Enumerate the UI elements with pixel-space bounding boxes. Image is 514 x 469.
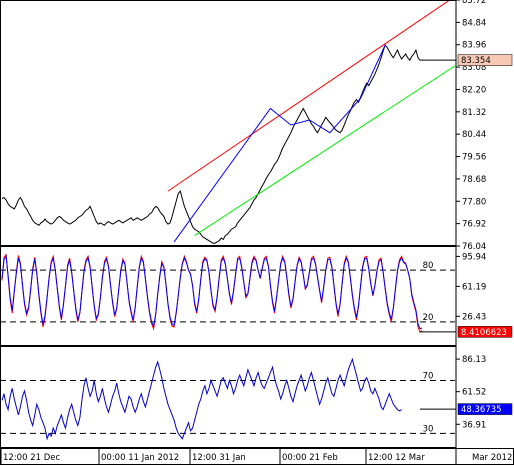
series-line-oscillator_2-0 <box>1 357 402 441</box>
panel-oscillator_1 <box>1 253 455 334</box>
last-value-badge <box>457 326 513 338</box>
x-tick-label: 12:00 31 Jan <box>192 453 246 463</box>
y-tick-label: 83.08 <box>462 63 486 73</box>
y-tick-label: 78.68 <box>462 175 486 185</box>
plots <box>1 1 456 441</box>
last-value-label: 83.354 <box>461 56 491 66</box>
level-label: 30 <box>423 424 434 434</box>
level-label: 80 <box>423 261 434 271</box>
x-tick-label: 00:00 11 Jan 2012 <box>101 453 179 463</box>
panel-frame-2 <box>0 246 457 346</box>
y-tick-label: 76.92 <box>462 220 486 230</box>
y-tick-label: 86.13 <box>462 355 486 365</box>
panel-frame-1 <box>0 0 457 246</box>
panel-price <box>1 1 455 244</box>
panel-frame-3 <box>0 346 457 448</box>
x-tick-label: 00:00 21 Feb <box>282 453 338 463</box>
series-line-oscillator_1-%D <box>1 254 423 330</box>
x-tick-label: 12:00 21 Dec <box>3 453 60 463</box>
y-tick-label: 84.84 <box>462 18 486 28</box>
x-corner-label: Mar 2012 <box>472 453 512 463</box>
last-value-badge <box>457 403 513 415</box>
y-tick-label: 61.19 <box>462 282 486 292</box>
y-tick-label: 82.20 <box>462 85 486 95</box>
zigzag-line <box>173 44 386 243</box>
series-line-price-0 <box>1 43 421 244</box>
y-tick-label: 26.43 <box>462 312 486 322</box>
y-tick-label: 36.91 <box>462 420 486 430</box>
panel-oscillator_2 <box>1 357 455 441</box>
y-tick-label: 83.96 <box>462 41 486 51</box>
y-tick-label: 95.94 <box>462 252 486 262</box>
channel-upper-line <box>167 1 450 192</box>
level-label: 70 <box>423 371 434 381</box>
y-tick-label: 81.32 <box>462 108 486 118</box>
last-value-label: 48.36735 <box>461 405 502 415</box>
level-label: 20 <box>423 313 434 323</box>
y-tick-label: 80.44 <box>462 130 486 140</box>
y-tick-label: 79.56 <box>462 153 486 163</box>
y-tick-label: 61.52 <box>462 388 486 398</box>
x-tick-label: 12:00 12 Mar <box>368 453 425 463</box>
y-tick-label: 85.72 <box>462 0 486 6</box>
last-value-label: 8.4106623 <box>461 328 507 338</box>
y-tick-label: 76.04 <box>462 242 486 252</box>
channel-lower-line <box>194 65 455 236</box>
y-tick-label: 77.80 <box>462 197 486 207</box>
last-value-badge <box>457 54 513 66</box>
